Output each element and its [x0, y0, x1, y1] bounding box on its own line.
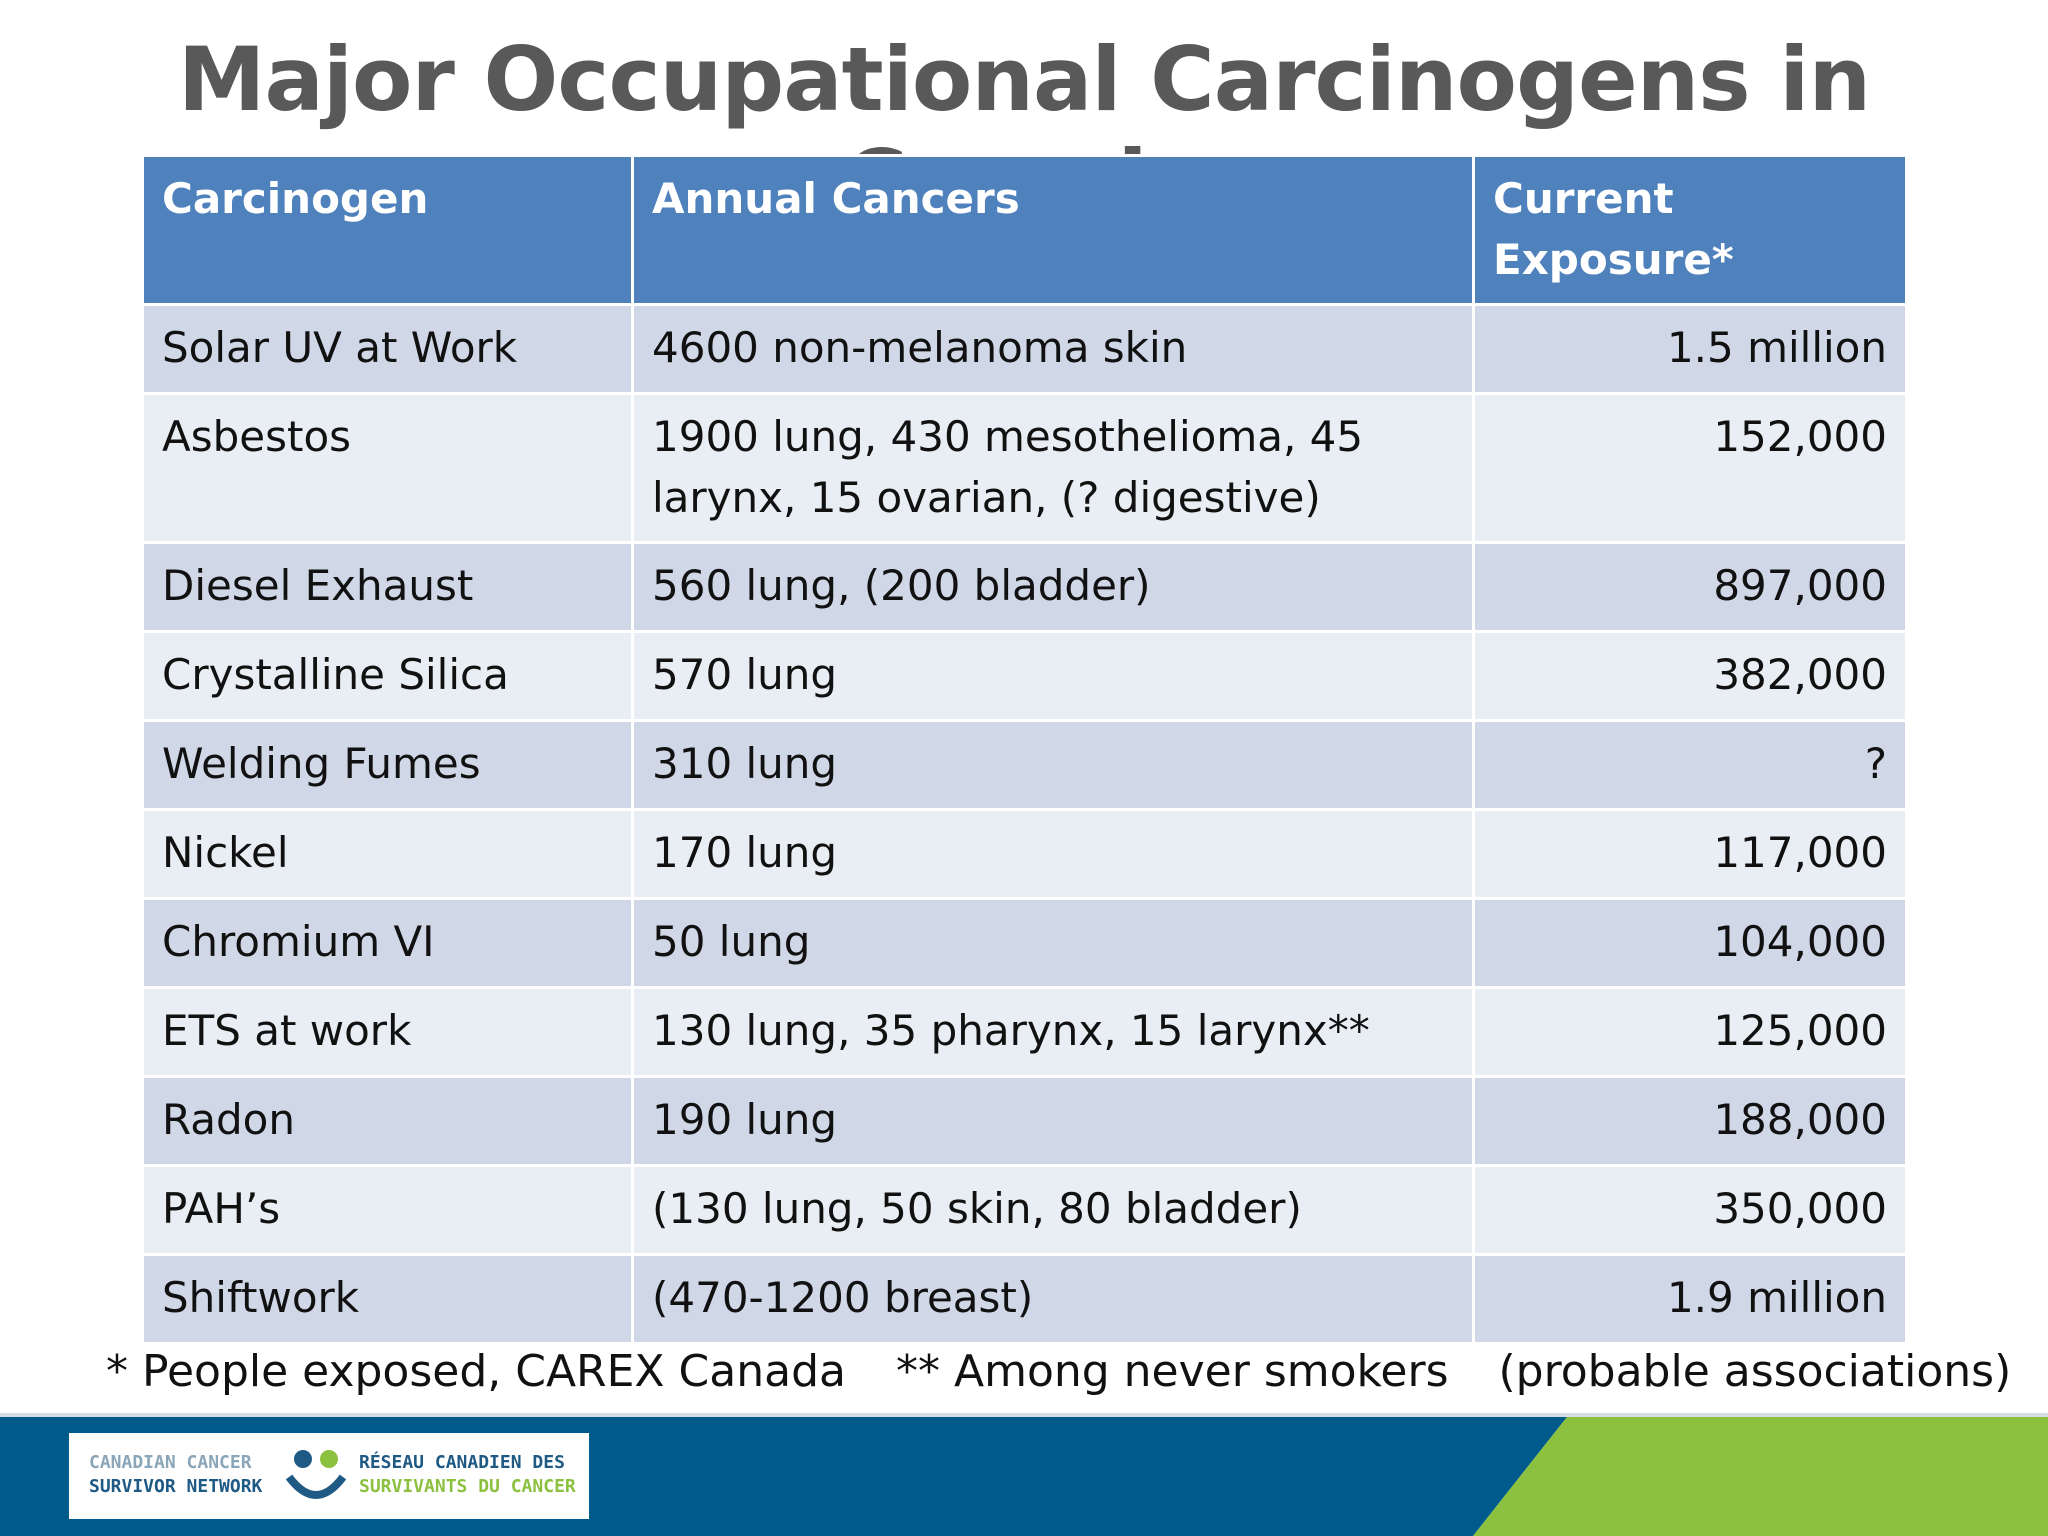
table-cell: 570 lung [631, 629, 1475, 722]
table-cell: Radon [141, 1074, 634, 1167]
footnote: (probable associations) [1498, 1346, 2012, 1397]
header-row: Carcinogen Annual Cancers Current Exposure… [141, 154, 1908, 306]
table-cell: Nickel [141, 807, 634, 900]
table-cell: 152,000 [1472, 391, 1908, 544]
table-cell: 1.9 million [1472, 1252, 1908, 1345]
table-cell: 560 lung, (200 bladder) [631, 540, 1475, 633]
column-header: Annual Cancers [631, 154, 1475, 306]
logo-text: CANADIAN CANCER [89, 1452, 252, 1473]
table-cell: ? [1472, 718, 1908, 811]
logo-text: SURVIVANTS DU CANCER [359, 1476, 576, 1497]
table-row: Shiftwork (470-1200 breast) 1.9 million [141, 1252, 1908, 1345]
table-cell: 4600 non-melanoma skin [631, 302, 1475, 395]
table-cell: 117,000 [1472, 807, 1908, 900]
table-cell: 350,000 [1472, 1163, 1908, 1256]
table-row: Radon 190 lung 188,000 [141, 1074, 1908, 1167]
table-cell: Chromium VI [141, 896, 634, 989]
logo: CANADIAN CANCER SURVIVOR NETWORK RÉSEAU … [69, 1433, 589, 1519]
table-row: ETS at work 130 lung, 35 pharynx, 15 lary… [141, 985, 1908, 1078]
table-cell: 1.5 million [1472, 302, 1908, 395]
table-cell: 125,000 [1472, 985, 1908, 1078]
table-row: Diesel Exhaust 560 lung, (200 bladder) 897… [141, 540, 1908, 633]
table-cell: PAH’s [141, 1163, 634, 1256]
table-cell: Diesel Exhaust [141, 540, 634, 633]
table-row: Nickel 170 lung 117,000 [141, 807, 1908, 900]
table-cell: 190 lung [631, 1074, 1475, 1167]
table-cell: 897,000 [1472, 540, 1908, 633]
table-cell: 50 lung [631, 896, 1475, 989]
table-cell: 1900 lung, 430 mesothelioma, 45 larynx, … [631, 391, 1475, 544]
table-cell: 382,000 [1472, 629, 1908, 722]
table-cell: 170 lung [631, 807, 1475, 900]
table-row: Asbestos 1900 lung, 430 mesothelioma, 45 … [141, 391, 1908, 544]
table-cell: Crystalline Silica [141, 629, 634, 722]
table-cell: (130 lung, 50 skin, 80 bladder) [631, 1163, 1475, 1256]
table-cell: ETS at work [141, 985, 634, 1078]
band-green [1473, 1417, 2048, 1536]
column-header: Carcinogen [141, 154, 634, 306]
table-cell: 310 lung [631, 718, 1475, 811]
table-cell: Welding Fumes [141, 718, 634, 811]
logo-text: RÉSEAU CANADIEN DES [359, 1452, 565, 1473]
table-row: Welding Fumes 310 lung? [141, 718, 1908, 811]
carcinogen-table: Carcinogen Annual Cancers Current Exposure… [141, 154, 1908, 1345]
footnote: * People exposed, CAREX Canada [106, 1346, 846, 1397]
table-row: Crystalline Silica 570 lung 382,000 [141, 629, 1908, 722]
logo-icon [285, 1450, 347, 1499]
table-row: Solar UV at Work 4600 non-melanoma skin 1.… [141, 302, 1908, 395]
table-cell: Shiftwork [141, 1252, 634, 1345]
column-header: Current Exposure* [1472, 154, 1908, 306]
table-row: PAH’s (130 lung, 50 skin, 80 bladder) 350,… [141, 1163, 1908, 1256]
footnotes: * People exposed, CAREX Canada ** Among n… [106, 1346, 2048, 1397]
table-cell: Asbestos [141, 391, 634, 544]
footnote: ** Among never smokers [896, 1346, 1449, 1397]
band-shadow [0, 1413, 2048, 1417]
table-cell: 130 lung, 35 pharynx, 15 larynx** [631, 985, 1475, 1078]
table-cell: (470-1200 breast) [631, 1252, 1475, 1345]
logo-text: SURVIVOR NETWORK [89, 1476, 263, 1497]
table-row: Chromium VI 50 lung 104,000 [141, 896, 1908, 989]
table-cell: Solar UV at Work [141, 302, 634, 395]
table-cell: 104,000 [1472, 896, 1908, 989]
table-cell: 188,000 [1472, 1074, 1908, 1167]
